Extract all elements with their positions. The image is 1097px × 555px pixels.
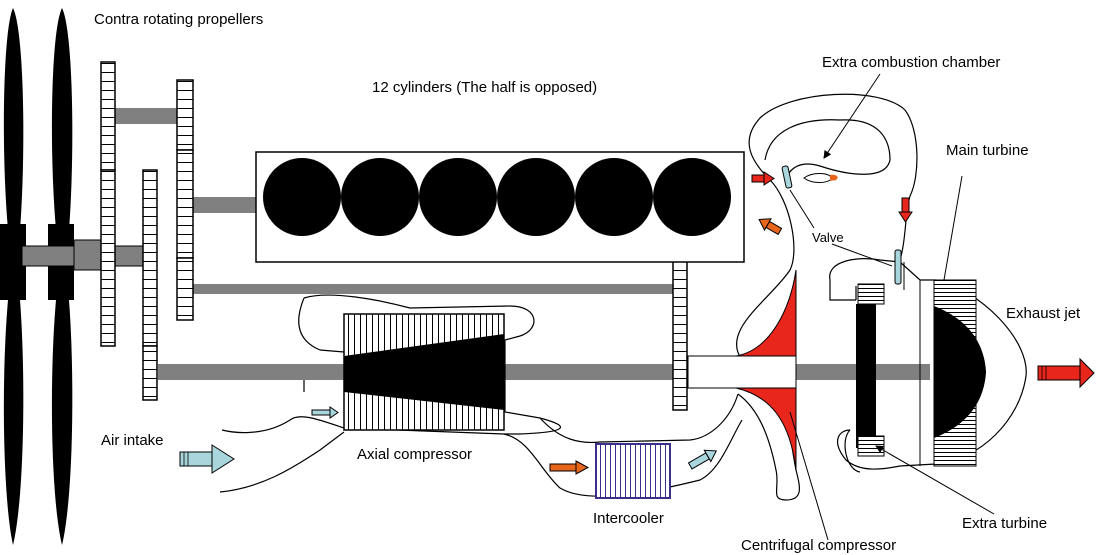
extra-turbine	[856, 304, 876, 448]
cylinder	[419, 158, 497, 236]
extra-turbine-blades-bottom	[857, 435, 885, 457]
gear-shaft-upper	[112, 108, 180, 124]
leader-extra-turbine	[875, 445, 995, 515]
gear-g	[142, 345, 158, 401]
gear-e	[176, 257, 194, 321]
air-intake-arrow	[179, 444, 235, 474]
label-extra-turbine: Extra turbine	[962, 515, 1048, 532]
label-centrifugal-compressor: Centrifugal compressor	[741, 537, 897, 554]
exhaust-jet-arrow	[1037, 357, 1095, 389]
turbine-housing	[829, 258, 1027, 470]
label-valve: Valve	[812, 230, 844, 245]
leader-valve-lower	[831, 243, 893, 267]
gear-a	[100, 61, 116, 171]
cylinder	[575, 158, 653, 236]
gear-d	[176, 149, 194, 259]
combustion-flame-icon	[803, 173, 838, 183]
cylinder	[263, 158, 341, 236]
intercooler	[595, 443, 671, 499]
cylinder	[497, 158, 575, 236]
connecting-shaft	[192, 284, 674, 294]
cylinder	[653, 158, 731, 236]
label-exhaust-jet: Exhaust jet	[1006, 305, 1081, 322]
label-axial-compressor: Axial compressor	[357, 446, 473, 463]
flow-arrow-to-intercooler	[549, 460, 590, 475]
label-cylinders: 12 cylinders (The half is opposed)	[372, 79, 598, 96]
leader-extra-combustion	[823, 73, 881, 159]
flow-arrow-intake-to-cyl	[758, 218, 783, 236]
leader-centrifugal	[789, 411, 829, 541]
label-contra-propellers: Contra rotating propellers	[94, 11, 264, 28]
flow-arrow-hot-2	[898, 197, 913, 223]
leader-main-turbine	[943, 175, 963, 281]
valve-upper	[781, 165, 793, 189]
gear-f	[142, 169, 158, 347]
label-extra-combustion: Extra combustion chamber	[822, 54, 1001, 71]
axial-compressor-rotor	[344, 334, 504, 410]
label-intercooler: Intercooler	[593, 510, 664, 527]
flow-arrow-axial-inlet	[311, 406, 339, 419]
flow-arrow-cooled	[687, 449, 718, 470]
leader-valve-upper	[789, 189, 815, 229]
label-air-intake: Air intake	[101, 432, 164, 449]
cylinder	[341, 158, 419, 236]
valve-lower	[894, 249, 902, 285]
centrifugal-impeller-upper	[735, 269, 797, 357]
flow-arrow-hot-1	[751, 171, 775, 186]
axial-compressor-casing	[219, 294, 561, 493]
main-turbine	[934, 306, 986, 438]
propeller-rear	[48, 8, 74, 545]
cylinder-row	[263, 158, 731, 236]
centrifugal-housing	[735, 93, 918, 361]
propeller-front	[0, 8, 26, 545]
extra-turbine-blades-top	[857, 283, 885, 305]
gear-c	[176, 79, 194, 151]
label-main-turbine: Main turbine	[946, 142, 1029, 159]
gear-b	[100, 169, 116, 347]
turbine-main-shaft	[158, 364, 930, 380]
engine-output-shaft	[192, 197, 258, 213]
gear-h	[672, 243, 688, 411]
